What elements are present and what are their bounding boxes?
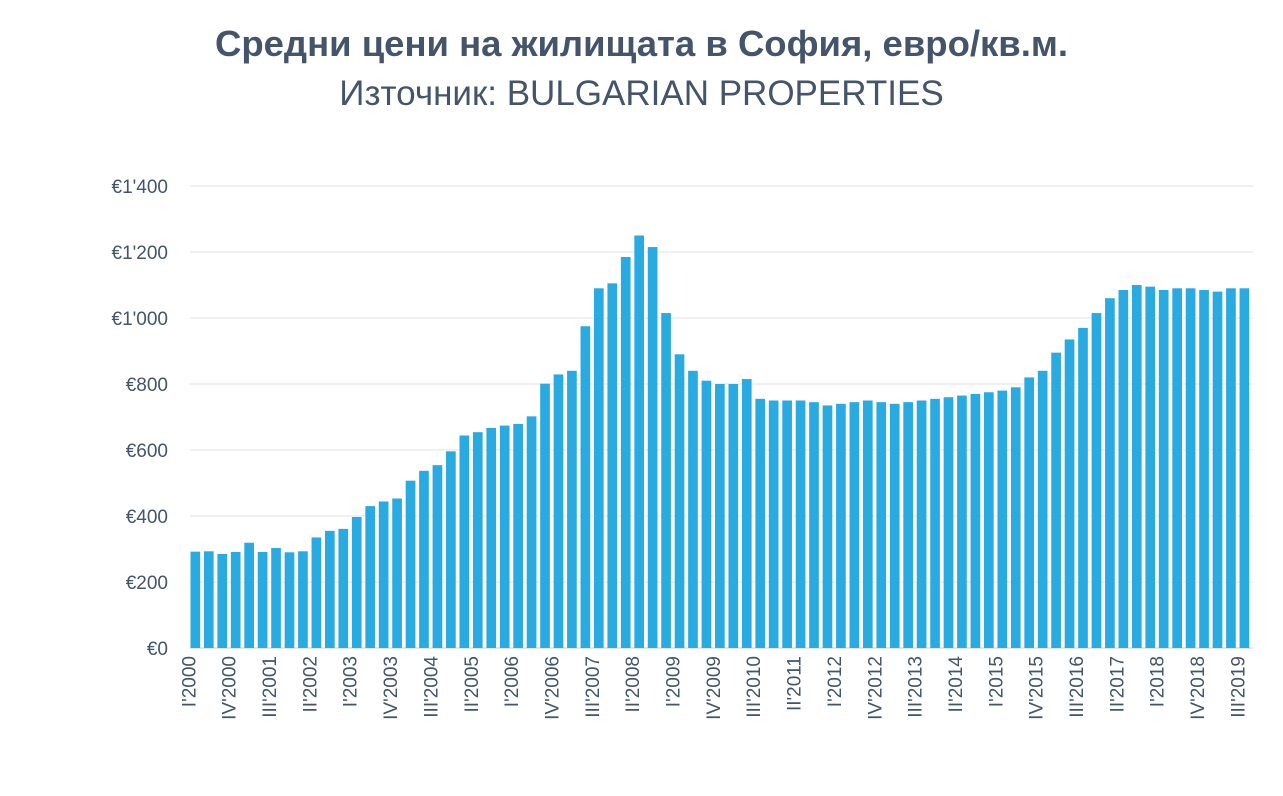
svg-text:IV'2018: IV'2018 [1188, 656, 1209, 720]
svg-text:I'2000: I'2000 [179, 656, 200, 707]
svg-text:IV'2015: IV'2015 [1027, 656, 1048, 720]
svg-text:€1'400: €1'400 [112, 177, 168, 198]
svg-text:II'2014: II'2014 [946, 656, 967, 713]
svg-text:IV'2009: IV'2009 [704, 656, 725, 720]
svg-text:IV'2003: IV'2003 [381, 656, 402, 720]
svg-text:€400: €400 [126, 507, 168, 528]
svg-text:III'2007: III'2007 [583, 656, 604, 718]
svg-text:€800: €800 [126, 375, 168, 396]
svg-text:III'2004: III'2004 [421, 656, 442, 718]
svg-text:€1'000: €1'000 [112, 309, 168, 330]
svg-text:I'2003: I'2003 [341, 656, 362, 707]
svg-text:I'2012: I'2012 [825, 656, 846, 707]
svg-text:III'2001: III'2001 [260, 656, 281, 718]
svg-text:III'2010: III'2010 [744, 656, 765, 718]
svg-text:I'2006: I'2006 [502, 656, 523, 707]
svg-text:II'2008: II'2008 [623, 656, 644, 712]
svg-text:I'2009: I'2009 [664, 656, 685, 707]
svg-text:€200: €200 [126, 573, 168, 594]
svg-text:III'2016: III'2016 [1067, 656, 1088, 718]
svg-text:I'2018: I'2018 [1148, 656, 1169, 707]
svg-text:€600: €600 [126, 441, 168, 462]
svg-text:II'2005: II'2005 [462, 656, 483, 712]
svg-text:€1'200: €1'200 [112, 243, 168, 264]
svg-text:II'2002: II'2002 [300, 656, 321, 712]
svg-text:IV'2012: IV'2012 [865, 656, 886, 720]
svg-text:II'2011: II'2011 [785, 656, 806, 711]
svg-text:II'2017: II'2017 [1107, 656, 1128, 712]
svg-text:IV'2006: IV'2006 [542, 656, 563, 720]
svg-text:I'2015: I'2015 [986, 656, 1007, 707]
svg-text:IV'2000: IV'2000 [220, 656, 241, 720]
svg-text:€0: €0 [147, 639, 168, 660]
svg-text:III'2019: III'2019 [1228, 656, 1249, 718]
svg-text:III'2013: III'2013 [906, 656, 927, 718]
